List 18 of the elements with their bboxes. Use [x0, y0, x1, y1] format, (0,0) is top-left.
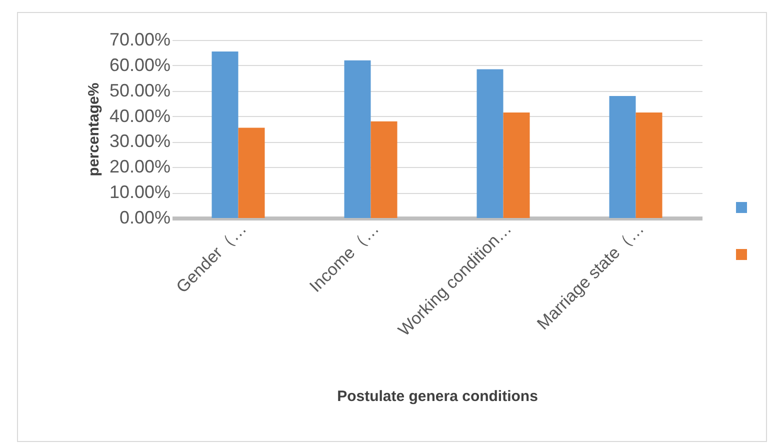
- y-tick-label: 30.00%: [109, 131, 170, 152]
- y-tick-label: 20.00%: [109, 156, 170, 177]
- bar: [636, 112, 662, 218]
- bar: [609, 96, 636, 218]
- y-tick-label: 70.00%: [109, 30, 170, 50]
- y-tick-label: 60.00%: [109, 54, 170, 75]
- y-tick-label: 0.00%: [119, 208, 170, 228]
- bar: [503, 112, 530, 218]
- bar: [370, 121, 398, 218]
- bar: [344, 60, 371, 218]
- x-axis-title: Postulate genera conditions: [337, 388, 538, 406]
- bar: [476, 69, 504, 218]
- y-tick-label: 10.00%: [109, 182, 170, 202]
- y-tick-label: 40.00%: [109, 106, 170, 126]
- bar: [212, 51, 238, 218]
- y-tick-label: 50.00%: [109, 80, 170, 100]
- y-axis-title: percentage%: [85, 82, 102, 176]
- bar: [238, 128, 265, 218]
